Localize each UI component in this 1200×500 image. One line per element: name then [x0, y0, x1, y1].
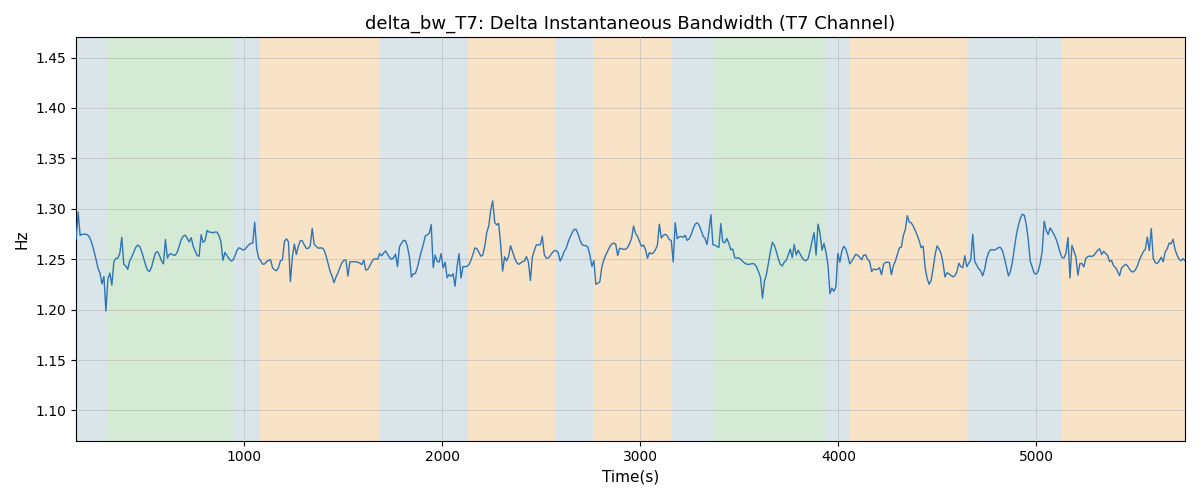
Bar	[379, 38, 468, 440]
Title: delta_bw_T7: Delta Instantaneous Bandwidth (T7 Channel): delta_bw_T7: Delta Instantaneous Bandwid…	[366, 15, 895, 34]
Bar	[824, 38, 851, 440]
Bar	[233, 38, 260, 440]
Bar	[967, 38, 1062, 440]
Bar	[76, 38, 108, 440]
Bar	[1062, 38, 1186, 440]
Y-axis label: Hz: Hz	[14, 230, 30, 249]
Bar	[260, 38, 379, 440]
Bar	[468, 38, 556, 440]
X-axis label: Time(s): Time(s)	[602, 470, 659, 485]
Bar	[556, 38, 593, 440]
Bar	[672, 38, 714, 440]
Bar	[714, 38, 824, 440]
Bar	[851, 38, 967, 440]
Bar	[593, 38, 672, 440]
Bar	[108, 38, 233, 440]
